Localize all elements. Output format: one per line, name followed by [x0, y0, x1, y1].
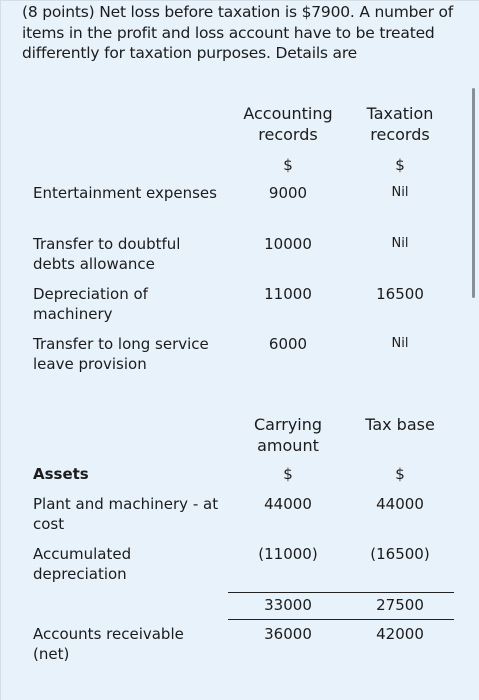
row-value-taxation: Nil [391, 236, 409, 251]
row-label-entertainment: Entertainment expenses [33, 184, 217, 202]
frame-left-border [0, 0, 1, 700]
row-label-long-service-leave: Transfer to long service leave provision [33, 335, 209, 373]
row-label-doubtful-debts: Transfer to doubtful debts allowance [33, 235, 181, 273]
row-value-taxation: Nil [391, 185, 409, 200]
vertical-scrollbar[interactable] [472, 88, 475, 298]
row-value-carrying-amount: (11000) [258, 545, 318, 563]
row-value-carrying-amount: 33000 [264, 596, 312, 614]
row-value-accounting: 9000 [268, 184, 308, 202]
accounting-records-header: Accounting records [243, 104, 333, 144]
assets-label: Assets [33, 465, 89, 483]
row-value-tax-base: 27500 [376, 596, 424, 614]
row-value-tax-base: 44000 [376, 495, 424, 513]
tax-base-unit: $ [395, 465, 405, 483]
row-label-plant-machinery: Plant and machinery - at cost [33, 495, 219, 533]
row-value-taxation: Nil [391, 336, 409, 351]
tax-base-header: Tax base [365, 415, 435, 434]
question-text: (8 points) Net loss before taxation is $… [22, 3, 454, 62]
row-value-taxation: 16500 [376, 285, 424, 303]
row-value-carrying-amount: 44000 [264, 495, 312, 513]
row-label-depreciation: Depreciation of machinery [33, 285, 148, 323]
row-value-carrying-amount: 36000 [264, 625, 312, 643]
carrying-amount-header: Carrying amount [253, 415, 323, 455]
row-value-accounting: 11000 [264, 285, 312, 303]
row-value-tax-base: 42000 [376, 625, 424, 643]
carrying-amount-unit: $ [283, 465, 293, 483]
taxation-unit: $ [395, 156, 405, 174]
row-label-accounts-receivable: Accounts receivable (net) [33, 625, 184, 663]
taxation-records-header: Taxation records [366, 104, 434, 144]
accounting-unit: $ [283, 156, 293, 174]
row-label-accumulated-depreciation: Accumulated depreciation [33, 545, 132, 583]
subtotal-rule [228, 592, 454, 593]
row-value-tax-base: (16500) [370, 545, 430, 563]
row-value-accounting: 10000 [264, 235, 312, 253]
frame-top-border [0, 0, 479, 1]
total-rule [228, 619, 454, 620]
row-value-accounting: 6000 [268, 335, 308, 353]
